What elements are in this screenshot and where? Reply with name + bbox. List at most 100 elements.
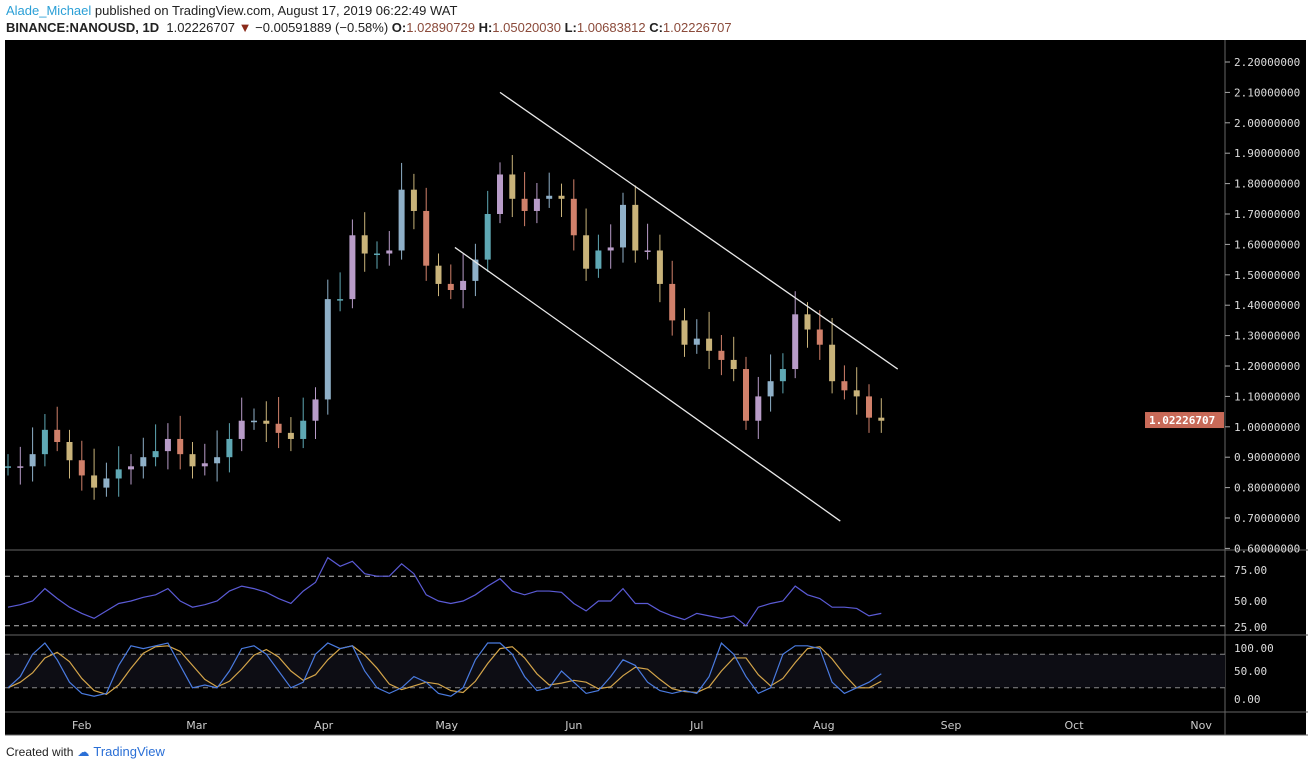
author-link[interactable]: Alade_Michael — [6, 3, 92, 18]
candle-body — [681, 320, 688, 345]
time-tick-label: Apr — [314, 719, 334, 732]
candle-body — [66, 442, 73, 461]
price-tick-label: 1.60000000 — [1234, 238, 1300, 251]
price-tick-label: 1.00000000 — [1234, 421, 1300, 434]
candle-body — [570, 198, 577, 236]
low-value: 1.00683812 — [576, 20, 646, 35]
current-price-label: 1.02226707 — [1149, 414, 1215, 427]
candle-body — [779, 369, 786, 382]
candle-body — [718, 350, 725, 360]
price-tick-label: 1.30000000 — [1234, 330, 1300, 343]
footer: Created with ☁ TradingView — [6, 744, 165, 759]
candle-body — [275, 423, 282, 433]
candle-body — [29, 454, 36, 467]
current-price-badge — [1145, 412, 1224, 429]
high-label: H: — [478, 20, 493, 35]
price-tick-label: 0.60000000 — [1234, 542, 1300, 555]
candle-body — [693, 338, 700, 345]
price-tick-label: 1.40000000 — [1234, 299, 1300, 312]
trendline — [454, 246, 841, 522]
chart-header: Alade_Michael published on TradingView.c… — [6, 2, 732, 36]
candle-body — [164, 438, 171, 452]
symbol-label: BINANCE:NANOUSD, 1D — [6, 20, 160, 35]
candle-body — [620, 204, 626, 248]
candle-body — [201, 463, 208, 467]
candle-body — [54, 429, 61, 442]
candle-body — [816, 329, 823, 345]
candle-body — [792, 314, 799, 370]
last-price: 1.02226707 — [166, 20, 236, 35]
candle-body — [767, 381, 774, 397]
rsi-tick-label: 25.00 — [1234, 621, 1267, 634]
candle-body — [497, 174, 503, 214]
candle-body — [435, 265, 442, 284]
candle-body — [583, 235, 590, 269]
candle-body — [607, 247, 614, 251]
close-value: 1.02226707 — [662, 20, 732, 35]
candle-body — [238, 420, 245, 439]
candle-body — [103, 478, 110, 488]
candle-body — [829, 344, 836, 382]
price-tick-label: 2.10000000 — [1234, 86, 1300, 99]
candle-body — [287, 432, 294, 439]
price-chart[interactable]: 2.20000000 2.10000000 2.00000000 1.90000000… — [0, 40, 1308, 736]
candle-body — [5, 466, 11, 468]
candle-body — [743, 369, 749, 421]
candle-body — [337, 299, 344, 301]
candle-body — [374, 253, 380, 256]
rsi-tick-label: 50.00 — [1234, 595, 1267, 608]
candle-body — [17, 466, 24, 468]
price-tick-label: 1.20000000 — [1234, 360, 1300, 373]
candle-body — [841, 381, 848, 391]
candle-body — [656, 250, 663, 284]
rsi-tick-label: 75.00 — [1234, 564, 1267, 577]
candle-body — [312, 399, 319, 421]
candle-body — [878, 417, 885, 421]
candle-body — [509, 174, 516, 199]
candle-body — [472, 259, 479, 281]
time-tick-label: Jul — [689, 719, 703, 732]
price-tick-label: 2.20000000 — [1234, 56, 1300, 69]
price-tick-label: 0.70000000 — [1234, 512, 1300, 525]
candle-body — [410, 189, 417, 211]
candle-body — [115, 469, 122, 479]
price-tick-label: 1.10000000 — [1234, 390, 1300, 403]
time-tick-label: Aug — [813, 719, 834, 732]
rsi-line — [7, 556, 882, 627]
candle-body — [644, 250, 651, 252]
chart-background — [5, 40, 1306, 735]
low-label: L: — [564, 20, 577, 35]
stoch-tick-label: 50.00 — [1234, 665, 1267, 678]
candle-body — [866, 396, 872, 418]
candle-body — [251, 420, 257, 423]
candle-body — [730, 359, 737, 370]
candle-body — [632, 204, 639, 251]
open-label: O: — [391, 20, 407, 35]
candle-body — [189, 454, 196, 467]
tradingview-brand[interactable]: TradingView — [93, 744, 165, 759]
high-value: 1.05020030 — [492, 20, 561, 35]
close-label: C: — [649, 20, 663, 35]
candle-body — [398, 189, 405, 251]
candle-body — [324, 299, 331, 400]
candle-body — [460, 280, 467, 290]
candle-body — [128, 466, 134, 470]
price-tick-label: 0.90000000 — [1234, 451, 1300, 464]
time-tick-label: Jun — [564, 719, 582, 732]
candle-body — [226, 438, 233, 458]
candle-body — [804, 314, 811, 330]
candle-body — [349, 235, 356, 300]
candle-body — [755, 396, 762, 421]
candle-body — [423, 210, 430, 266]
candle-body — [669, 283, 676, 321]
candle-body — [595, 250, 602, 269]
price-tick-label: 2.00000000 — [1234, 117, 1300, 130]
time-tick-label: Sep — [941, 719, 962, 732]
candle-body — [558, 195, 565, 199]
stoch-tick-label: 0.00 — [1234, 693, 1261, 706]
published-text: published on TradingView.com, August 17,… — [94, 3, 458, 18]
candle-body — [214, 457, 221, 464]
price-tick-label: 1.90000000 — [1234, 147, 1300, 160]
price-tick-label: 1.50000000 — [1234, 269, 1300, 282]
candle-body — [91, 475, 98, 488]
